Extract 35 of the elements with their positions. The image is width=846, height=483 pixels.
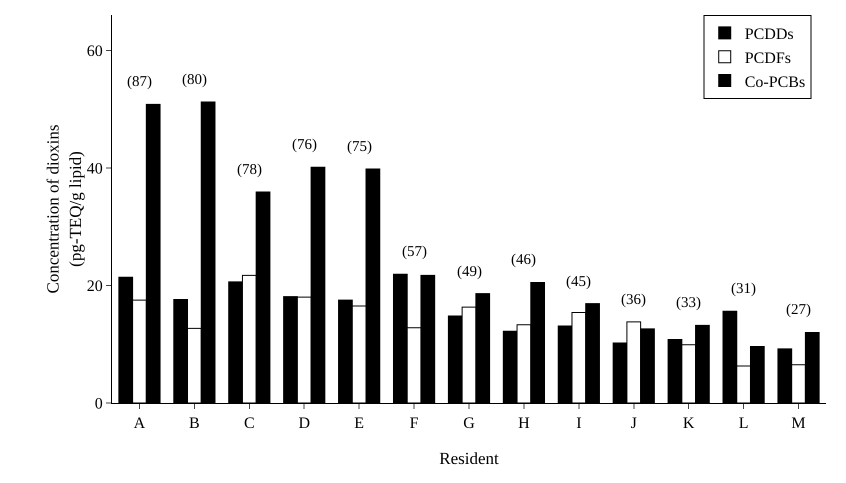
annotation: (46) xyxy=(511,252,536,268)
x-tick-label: J xyxy=(630,415,637,432)
annotation: (36) xyxy=(621,292,646,308)
x-tick-label: C xyxy=(244,415,255,432)
annotation: (49) xyxy=(457,264,482,280)
x-tick-label: F xyxy=(410,415,419,432)
x-tick-label: L xyxy=(738,415,749,432)
annotation: (33) xyxy=(676,295,701,311)
annotation: (78) xyxy=(237,162,262,178)
annotation: (75) xyxy=(347,139,372,155)
y-axis-title: Concentration of dioxins (pg-TEQ/g lipid) xyxy=(44,124,85,294)
y-tick-label: 20 xyxy=(86,278,103,296)
x-tick-label: E xyxy=(354,415,364,432)
x-tick-label: G xyxy=(463,415,476,432)
x-axis-title: Resident xyxy=(439,449,500,468)
annotation: (27) xyxy=(786,302,811,318)
y-tick-label: 60 xyxy=(86,42,103,60)
annotation: (80) xyxy=(182,72,207,88)
annotation: (57) xyxy=(402,244,427,260)
x-tick-label: M xyxy=(791,415,806,432)
x-tick-label: D xyxy=(298,415,310,432)
y-tick-label: 0 xyxy=(94,396,103,413)
x-tick-label: I xyxy=(576,415,582,432)
y-tick-label: 40 xyxy=(86,160,103,178)
x-tick-label: H xyxy=(518,415,530,432)
annotation: (76) xyxy=(292,137,317,153)
annotation: (31) xyxy=(731,281,756,297)
annotation: (87) xyxy=(127,74,152,90)
legend-label: PCDFs xyxy=(744,50,791,67)
legend-label: PCDDs xyxy=(744,26,794,44)
x-tick-label: B xyxy=(189,415,200,432)
legend-label: Co-PCBs xyxy=(744,74,806,91)
annotation: (45) xyxy=(566,274,591,290)
x-tick-label: A xyxy=(134,415,146,432)
x-tick-label: K xyxy=(682,415,695,432)
